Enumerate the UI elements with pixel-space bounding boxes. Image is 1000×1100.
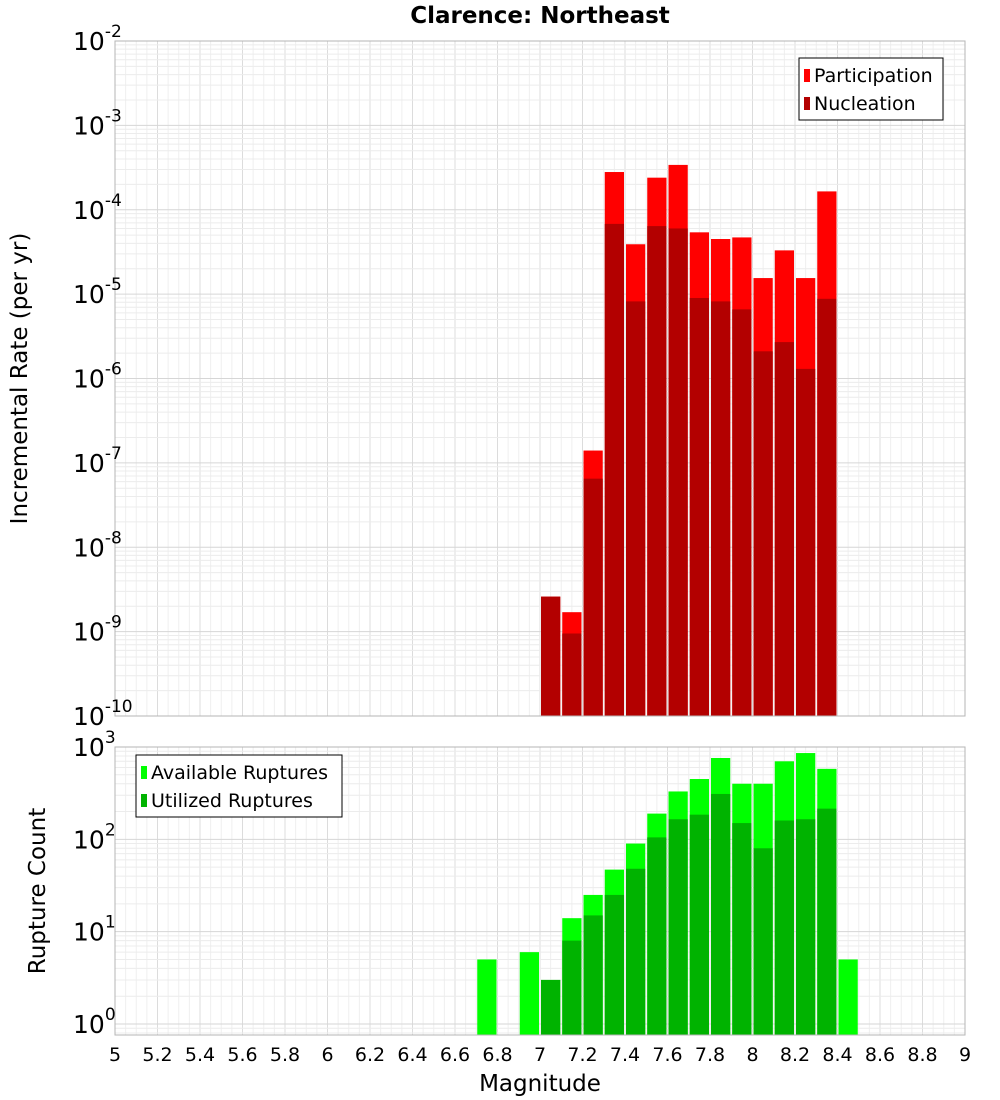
bar-front — [753, 351, 773, 716]
legend-label: Nucleation — [814, 93, 916, 115]
bar-front — [711, 793, 731, 1035]
x-tick-label: 8 — [746, 1044, 758, 1066]
x-tick-label: 7 — [534, 1044, 546, 1066]
bar-front — [604, 223, 624, 716]
y-tick-label: 10-3 — [73, 106, 122, 140]
y-tick-label: 100 — [73, 1005, 116, 1039]
y-tick-label: 10-4 — [73, 191, 122, 225]
x-axis-label: Magnitude — [479, 1071, 601, 1097]
legend-box — [135, 754, 343, 818]
bar-front — [562, 940, 582, 1035]
x-tick-label: 6.4 — [397, 1044, 427, 1066]
y-tick-label: 10-6 — [73, 360, 122, 394]
legend-swatch — [804, 69, 810, 82]
legend-label: Utilized Ruptures — [151, 790, 313, 812]
legend: Available Ruptures Utilized Ruptures — [135, 754, 343, 818]
x-tick-label: 5.8 — [270, 1044, 300, 1066]
bar-front — [626, 301, 646, 716]
y-tick-label: 10-5 — [73, 275, 122, 309]
x-tick-label: 7.8 — [695, 1044, 725, 1066]
x-tick-label: 5.6 — [227, 1044, 257, 1066]
y-tick-label: 10-2 — [73, 22, 122, 56]
bar-front — [668, 228, 688, 716]
x-tick-label: 6.2 — [355, 1044, 385, 1066]
bar-front — [562, 633, 582, 716]
y-tick-label: 10-9 — [73, 613, 122, 647]
plot-border — [114, 746, 966, 1036]
bar-front — [647, 837, 667, 1035]
x-tick-label: 8.8 — [907, 1044, 937, 1066]
bar-front — [732, 309, 752, 716]
bar-front — [583, 478, 603, 716]
bar-front — [753, 848, 773, 1035]
bar-back — [477, 959, 497, 1035]
bar-front — [626, 868, 646, 1035]
bar-front — [817, 298, 837, 716]
bar-front — [732, 823, 752, 1035]
plot-border — [114, 40, 966, 717]
x-tick-label: 5 — [109, 1044, 121, 1066]
y-tick-label: 103 — [73, 728, 116, 762]
bar-front — [817, 808, 837, 1035]
bar-front — [774, 342, 794, 716]
bar-front — [604, 894, 624, 1035]
bar-front — [668, 819, 688, 1035]
bar-front — [583, 915, 603, 1035]
legend-swatch — [804, 97, 810, 110]
y-axis-label: Rupture Count — [25, 808, 51, 974]
rate-panel: 10-10 10-9 10-8 10-7 10-6 10-5 10-4 10-3 10-2 Inc… — [7, 3, 966, 731]
bar-back — [519, 952, 539, 1035]
bar-front — [711, 301, 731, 716]
bar-front — [796, 368, 816, 716]
legend-box — [798, 57, 944, 121]
y-tick-label: 101 — [73, 913, 116, 947]
x-tick-label: 5.4 — [185, 1044, 215, 1066]
legend-swatch — [141, 794, 147, 807]
x-tick-label: 7.4 — [610, 1044, 640, 1066]
x-tick-label: 8.4 — [822, 1044, 852, 1066]
x-tick-label: 7.2 — [567, 1044, 597, 1066]
legend: Participation Nucleation — [798, 57, 944, 121]
x-tick-label: 9 — [959, 1044, 971, 1066]
x-tick-label: 8.2 — [780, 1044, 810, 1066]
x-tick-label: 8.6 — [865, 1044, 895, 1066]
x-tick-label: 5.2 — [142, 1044, 172, 1066]
bar-front — [689, 297, 709, 716]
bar-front — [774, 820, 794, 1035]
y-tick-label: 102 — [73, 820, 116, 854]
legend-label: Participation — [814, 65, 933, 87]
x-tick-label: 6 — [321, 1044, 333, 1066]
y-tick-label: 10-10 — [73, 697, 133, 731]
bar-front — [796, 819, 816, 1035]
y-axis-label: Incremental Rate (per yr) — [7, 233, 33, 525]
x-tick-label: 6.8 — [482, 1044, 512, 1066]
chart-title: Clarence: Northeast — [410, 3, 670, 29]
bar-front — [541, 979, 561, 1035]
y-tick-label: 10-8 — [73, 528, 122, 562]
bar-back — [838, 959, 858, 1035]
bar-front — [647, 226, 667, 716]
bar-front — [689, 814, 709, 1035]
legend-label: Available Ruptures — [151, 762, 328, 784]
legend-swatch — [141, 766, 147, 779]
x-tick-label: 7.6 — [652, 1044, 682, 1066]
y-tick-label: 10-7 — [73, 444, 122, 478]
bar-front — [541, 596, 561, 716]
x-tick-label: 6.6 — [440, 1044, 470, 1066]
